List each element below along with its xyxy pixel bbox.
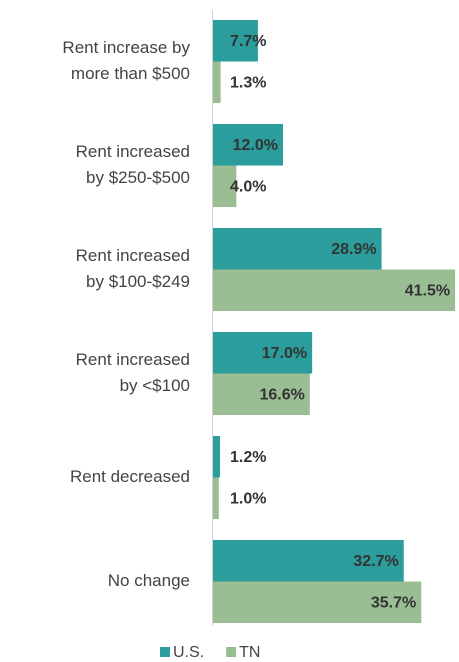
bar: [213, 436, 220, 478]
category-label: more than $500: [71, 64, 190, 83]
bar: [213, 373, 310, 415]
bar: [213, 20, 258, 62]
bar: [213, 540, 404, 582]
bar: [213, 61, 221, 103]
category-label: by $100-$249: [86, 272, 190, 291]
legend-label: TN: [239, 644, 260, 661]
value-label: 32.7%: [353, 553, 398, 570]
category-label: Rent increase by: [62, 38, 190, 57]
value-label: 16.6%: [259, 386, 304, 403]
value-label: 1.3%: [230, 74, 266, 91]
value-label: 12.0%: [233, 137, 278, 154]
value-label: 17.0%: [262, 345, 307, 362]
value-label: 1.2%: [230, 449, 266, 466]
category-label: Rent increased: [76, 350, 190, 369]
category-label: Rent increased: [76, 246, 190, 265]
value-label: 41.5%: [405, 282, 450, 299]
value-label: 35.7%: [371, 594, 416, 611]
category-label: Rent decreased: [70, 467, 190, 486]
value-label: 7.7%: [230, 33, 266, 50]
bar: [213, 332, 313, 374]
category-label: Rent increased: [76, 142, 190, 161]
bar: [213, 269, 456, 311]
bar: [213, 477, 219, 519]
bar: [213, 124, 283, 166]
category-label: by $250-$500: [86, 168, 190, 187]
legend-label: U.S.: [173, 644, 204, 661]
value-label: 4.0%: [230, 178, 266, 195]
legend-swatch: [160, 647, 170, 657]
bar: [213, 581, 422, 623]
value-label: 1.0%: [230, 490, 266, 507]
value-label: 28.9%: [331, 241, 376, 258]
category-label: No change: [108, 571, 190, 590]
category-label: by <$100: [120, 376, 190, 395]
bar: [213, 228, 382, 270]
bar: [213, 165, 237, 207]
legend-swatch: [226, 647, 237, 657]
